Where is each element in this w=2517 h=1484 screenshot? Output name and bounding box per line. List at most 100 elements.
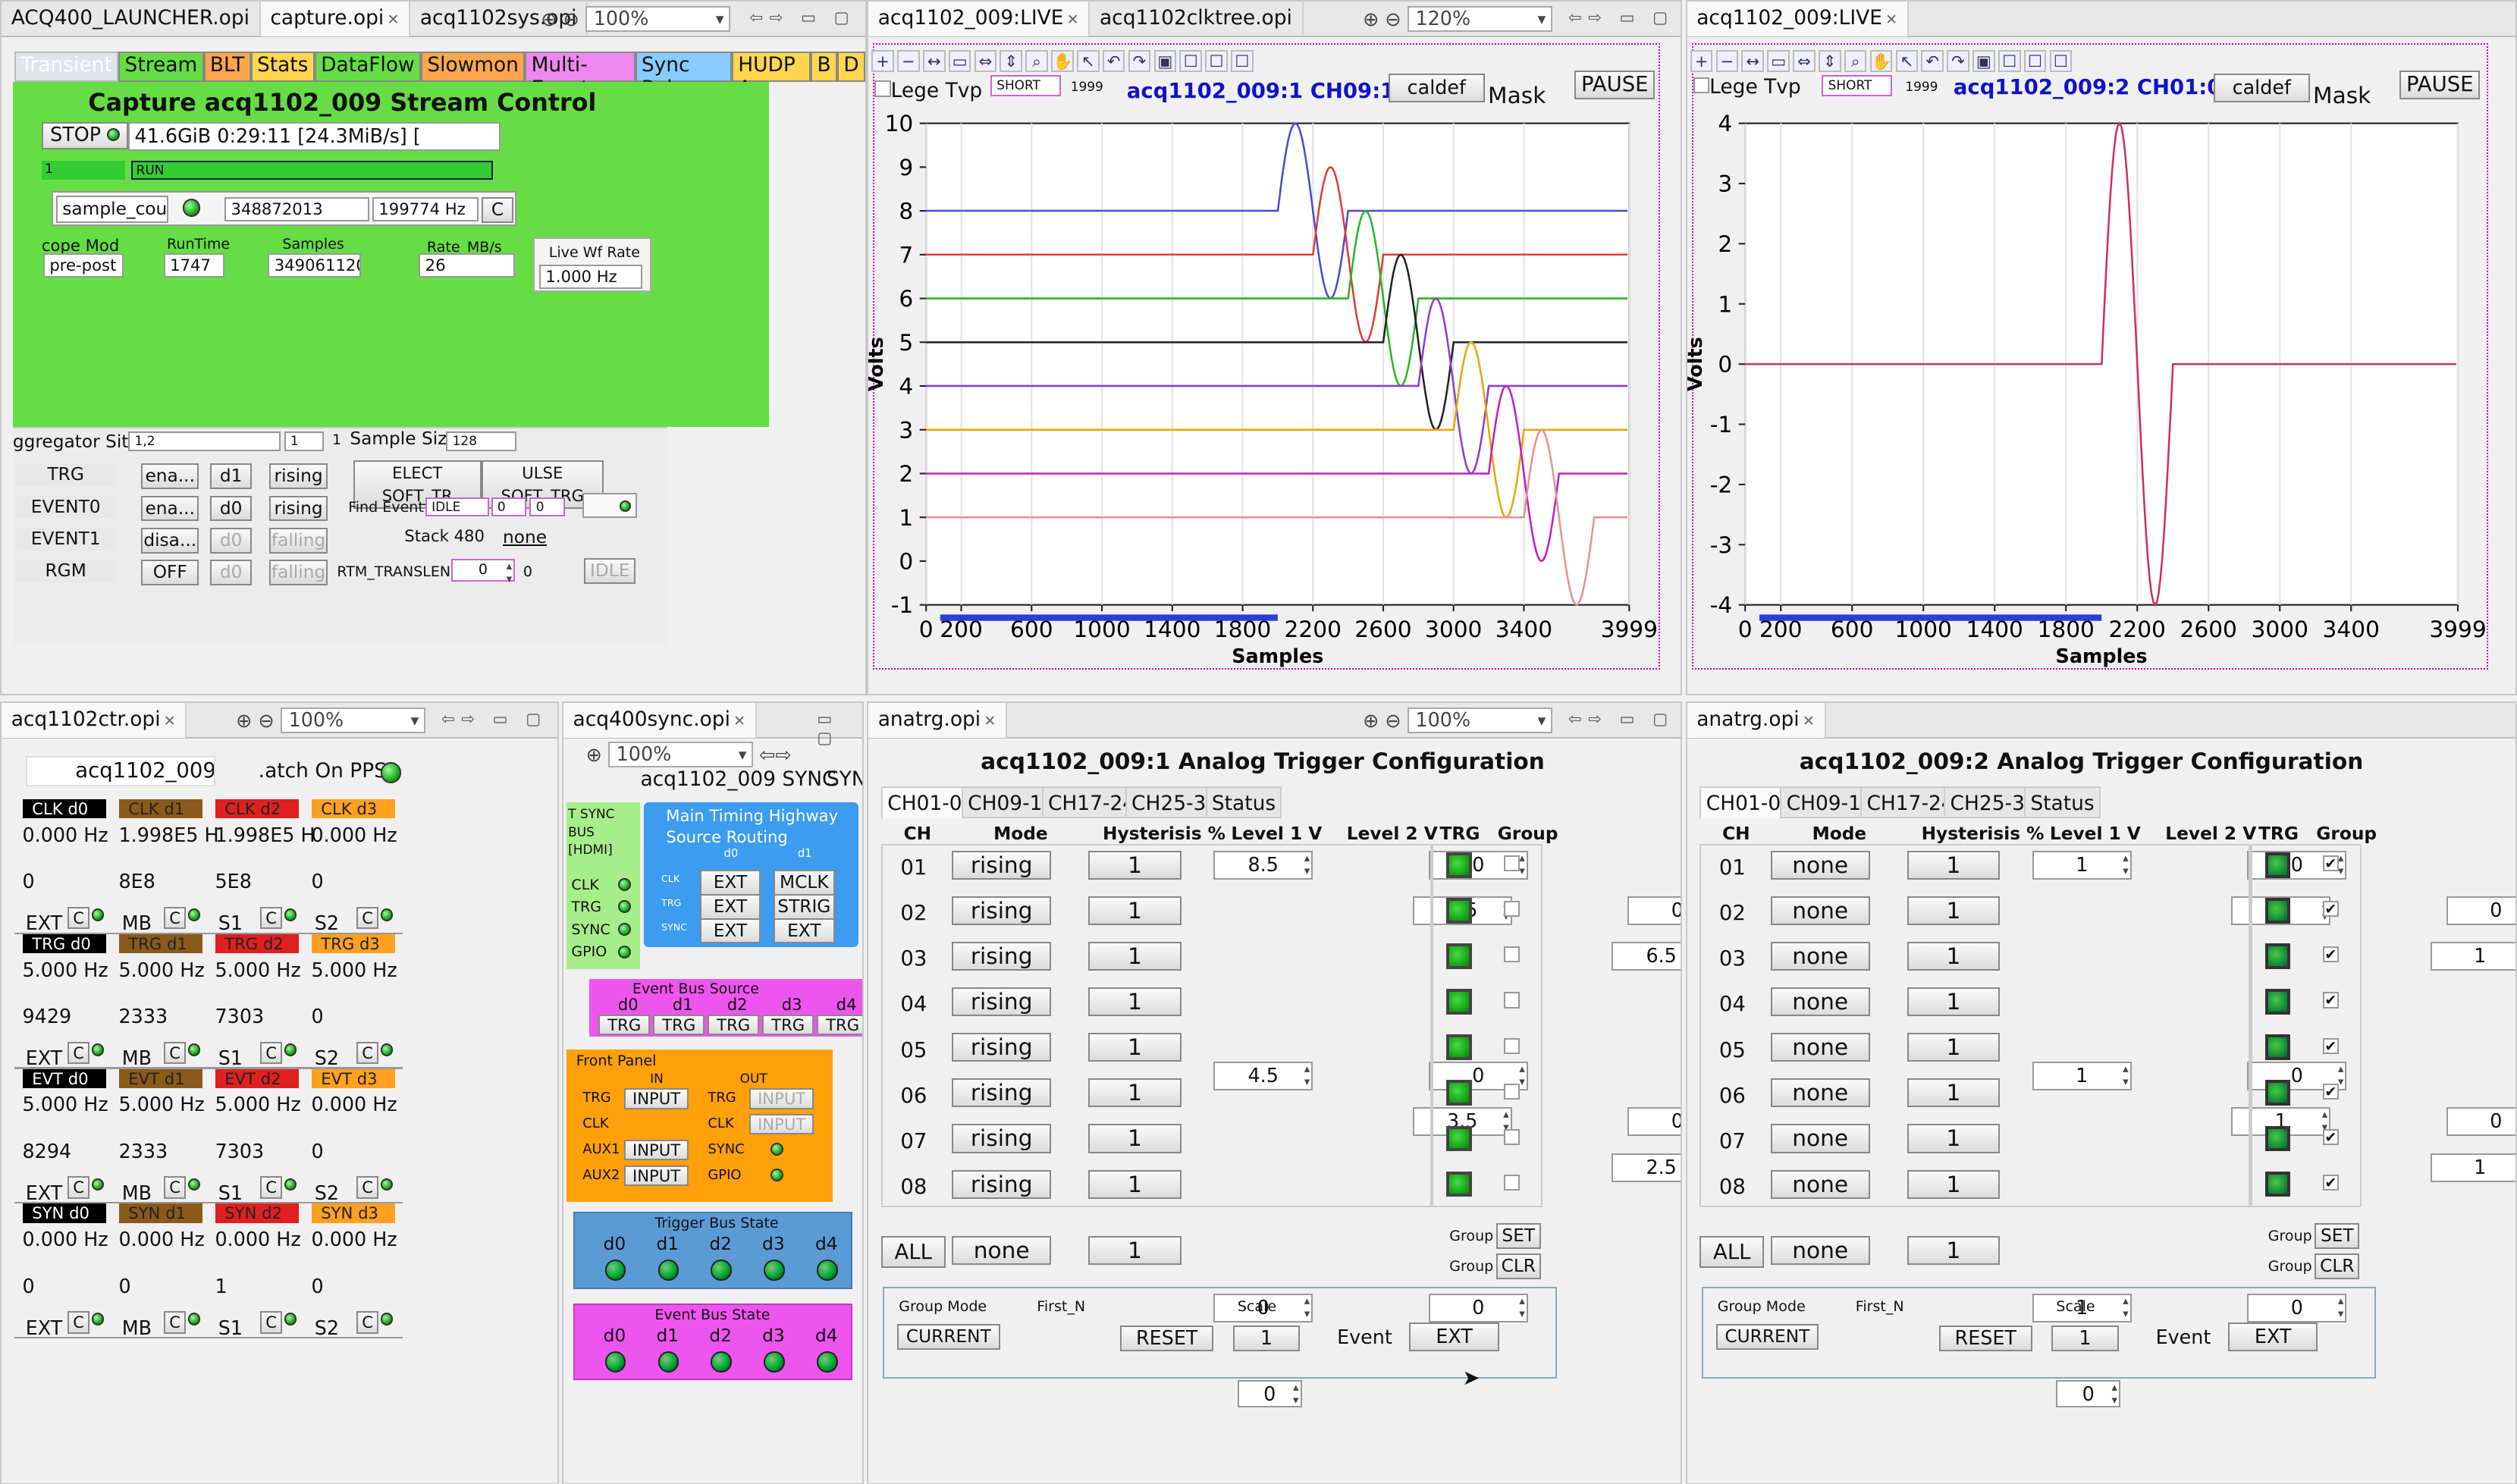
ebs-select[interactable]: TRG bbox=[653, 1014, 705, 1036]
hysteresis-field[interactable]: 1 bbox=[1088, 850, 1182, 880]
bit-dx[interactable]: d1 bbox=[210, 463, 253, 490]
hysteresis-field[interactable]: 1 bbox=[1088, 987, 1182, 1017]
subtab-transient[interactable]: Transient bbox=[14, 51, 119, 82]
counter-clear-button[interactable]: C bbox=[67, 1311, 90, 1334]
hysteresis-field[interactable]: 1 bbox=[1088, 896, 1182, 925]
subtab-stream[interactable]: Stream bbox=[118, 51, 204, 82]
ebs-select[interactable]: TRG bbox=[598, 1014, 651, 1036]
mode-select[interactable]: none bbox=[1770, 1033, 1870, 1062]
zoom-select[interactable]: 100% bbox=[1408, 707, 1552, 734]
reset-button[interactable]: RESET bbox=[1938, 1326, 2032, 1352]
clear-button[interactable]: C bbox=[481, 197, 514, 223]
bit-edge[interactable]: rising bbox=[269, 495, 328, 522]
fp-in-select[interactable]: INPUT bbox=[624, 1165, 689, 1187]
option-checkbox[interactable]: ☐ bbox=[2023, 49, 2047, 73]
tab-live-1[interactable]: acq1102_009:LIVE ✕ bbox=[868, 1, 1091, 36]
hand-icon[interactable]: ✋ bbox=[1051, 49, 1074, 73]
all-level1[interactable]: 1 bbox=[2032, 1293, 2132, 1322]
channel-tab[interactable]: CH17-24 bbox=[1860, 786, 1960, 819]
level2-spinner[interactable]: 0 bbox=[1627, 1107, 1681, 1137]
all-hysteresis[interactable]: 1 bbox=[1907, 1235, 2001, 1265]
pause-button[interactable]: PAUSE bbox=[2399, 71, 2481, 100]
option-checkbox[interactable]: ☐ bbox=[1179, 49, 1202, 73]
rtm-spinner[interactable]: 0 bbox=[450, 559, 516, 586]
stop-button[interactable]: STOP bbox=[41, 121, 129, 149]
counter-clear-button[interactable]: C bbox=[163, 906, 187, 930]
hysteresis-field[interactable]: 1 bbox=[1907, 1033, 2001, 1062]
group-clr-button[interactable]: CLR bbox=[2315, 1253, 2360, 1279]
level1-spinner[interactable]: 4.5 bbox=[1213, 1062, 1313, 1091]
legend-checkbox[interactable] bbox=[874, 80, 891, 97]
tab-launcher[interactable]: ACQ400_LAUNCHER.opi bbox=[2, 1, 261, 36]
hysteresis-field[interactable]: 1 bbox=[1088, 1169, 1182, 1199]
first-n-spinner[interactable]: 0 bbox=[1237, 1380, 1302, 1408]
mode-select[interactable]: none bbox=[1770, 896, 1870, 925]
mode-select[interactable]: rising bbox=[952, 896, 1052, 925]
aggregator-sites[interactable]: 1,2 bbox=[128, 431, 281, 451]
pan-icon[interactable]: ↔ bbox=[1741, 49, 1765, 73]
counter-clear-button[interactable]: C bbox=[356, 906, 379, 930]
level1-spinner[interactable]: 1 bbox=[2430, 941, 2515, 971]
counter-clear-button[interactable]: C bbox=[356, 1041, 379, 1065]
close-icon[interactable]: ✕ bbox=[163, 712, 176, 729]
channel-tab[interactable]: CH17-24 bbox=[1041, 786, 1142, 819]
all-level1[interactable]: 0 bbox=[1213, 1293, 1313, 1322]
mth-d0-select[interactable]: EXT bbox=[699, 918, 761, 944]
zoom-select[interactable]: 100% bbox=[281, 707, 425, 734]
event-ext-button[interactable]: EXT bbox=[1409, 1322, 1499, 1352]
counter-clear-button[interactable]: C bbox=[67, 1041, 90, 1065]
group-checkbox[interactable]: ✔ bbox=[2322, 855, 2339, 872]
group-checkbox[interactable] bbox=[1504, 1037, 1521, 1054]
close-icon[interactable]: ✕ bbox=[387, 11, 400, 28]
subtab-b[interactable]: B bbox=[811, 51, 837, 82]
group-checkbox[interactable] bbox=[1504, 1174, 1521, 1191]
group-checkbox[interactable] bbox=[1504, 901, 1521, 918]
cursor-icon[interactable]: ↖ bbox=[1076, 49, 1100, 73]
group-checkbox[interactable]: ✔ bbox=[2322, 1037, 2339, 1054]
subtab-multievent[interactable]: Multi-Event bbox=[525, 51, 636, 100]
vzoom-icon[interactable]: ⇕ bbox=[1818, 49, 1841, 73]
fp-in-select[interactable]: INPUT bbox=[624, 1087, 689, 1109]
tab-ctr[interactable]: acq1102ctr.opi ✕ bbox=[2, 702, 187, 738]
subtab-dataflow[interactable]: DataFlow bbox=[314, 51, 421, 82]
scale-field[interactable]: 1 bbox=[1232, 1326, 1301, 1352]
close-icon[interactable]: ✕ bbox=[1802, 712, 1815, 729]
bit-edge[interactable]: falling bbox=[269, 528, 328, 554]
event-ext-button[interactable]: EXT bbox=[2227, 1322, 2318, 1352]
vzoom-icon[interactable]: ⇕ bbox=[1000, 49, 1023, 73]
rubberband-icon[interactable]: ▭ bbox=[948, 49, 971, 73]
legend-checkbox[interactable] bbox=[1693, 77, 1710, 94]
all-mode-select[interactable]: none bbox=[952, 1235, 1052, 1265]
bit-dx[interactable]: d0 bbox=[210, 528, 253, 554]
mode-select[interactable]: none bbox=[1770, 987, 1870, 1017]
all-button[interactable]: ALL bbox=[880, 1235, 946, 1269]
cal-button[interactable]: caldef bbox=[2213, 74, 2310, 103]
zoom-icon[interactable]: ⊕ ⊖ bbox=[236, 709, 275, 733]
close-icon[interactable]: ✕ bbox=[1885, 11, 1898, 28]
all-button[interactable]: ALL bbox=[1699, 1235, 1765, 1269]
snapshot-icon[interactable]: ▣ bbox=[1153, 49, 1177, 73]
zoom-select[interactable]: 120% bbox=[1408, 6, 1552, 33]
chart-2[interactable]: 0 200 600 1000 1400 1800 2200 2600 3000 3400 3999-… bbox=[1687, 101, 2514, 673]
window-controls[interactable]: ⇦⇨ ▭ ▢ bbox=[441, 709, 548, 729]
group-checkbox[interactable] bbox=[1504, 855, 1521, 872]
level1-spinner[interactable]: 1 bbox=[2430, 1153, 2515, 1182]
all-mode-select[interactable]: none bbox=[1770, 1235, 1870, 1265]
find-f1[interactable]: 0 bbox=[529, 497, 565, 517]
group-checkbox[interactable]: ✔ bbox=[2322, 901, 2339, 918]
hysteresis-field[interactable]: 1 bbox=[1907, 987, 2001, 1017]
level2-spinner[interactable]: 0 bbox=[2446, 1107, 2515, 1137]
option-checkbox[interactable]: ☐ bbox=[1998, 49, 2021, 73]
window-controls[interactable]: ⇦⇨ ▭ ▢ bbox=[749, 8, 856, 27]
aggregator-n[interactable]: 1 bbox=[284, 431, 325, 451]
pan-icon[interactable]: ↔ bbox=[922, 49, 946, 73]
bit-enable[interactable]: OFF bbox=[141, 560, 199, 586]
hzoom-icon[interactable]: ⇔ bbox=[974, 49, 997, 73]
mth-d1-select[interactable]: MCLK bbox=[774, 870, 835, 896]
find-f0[interactable]: 0 bbox=[491, 497, 527, 517]
subtab-d[interactable]: D bbox=[836, 51, 866, 82]
hysteresis-field[interactable]: 1 bbox=[1088, 1078, 1182, 1108]
level2-spinner[interactable]: 0 bbox=[1627, 896, 1681, 925]
redo-icon[interactable]: ↷ bbox=[1947, 49, 1969, 73]
level1-spinner[interactable]: 1 bbox=[2032, 850, 2132, 880]
